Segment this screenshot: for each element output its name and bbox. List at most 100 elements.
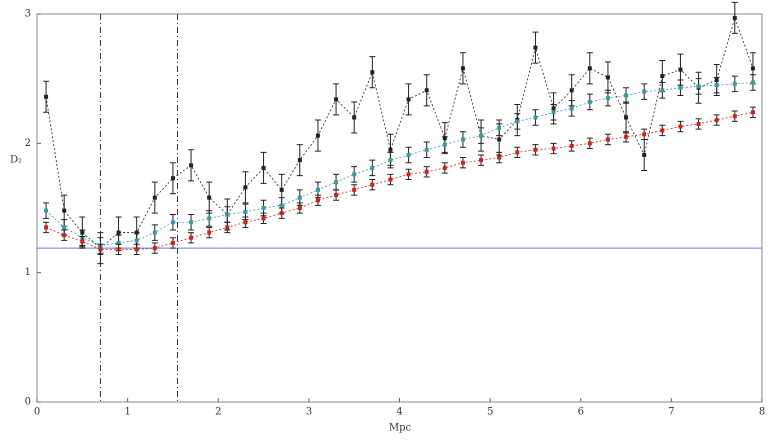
data-point	[62, 233, 67, 238]
data-point	[261, 216, 266, 221]
data-point	[207, 216, 212, 221]
data-point	[152, 246, 157, 251]
data-point	[170, 176, 175, 181]
data-point	[515, 119, 520, 124]
data-point	[116, 240, 121, 245]
data-point	[261, 165, 266, 170]
data-point	[497, 125, 502, 130]
data-point	[424, 169, 429, 174]
series-line	[45, 16, 754, 249]
data-point	[696, 84, 701, 89]
data-point	[424, 147, 429, 152]
x-tick-label: 5	[487, 407, 493, 418]
data-point	[678, 67, 683, 72]
data-point	[714, 83, 719, 88]
data-point	[297, 206, 302, 210]
data-point	[207, 230, 212, 235]
data-point	[406, 172, 411, 177]
data-point	[660, 88, 665, 93]
series-line	[45, 111, 754, 250]
data-point	[533, 45, 538, 50]
x-tick-label: 1	[124, 407, 130, 418]
data-point	[569, 88, 574, 93]
data-point	[62, 225, 67, 230]
data-point	[279, 187, 284, 192]
data-point	[750, 66, 755, 71]
data-point	[44, 208, 49, 213]
data-point	[479, 158, 484, 163]
data-point	[44, 225, 49, 230]
data-point	[460, 160, 465, 165]
data-point	[732, 114, 737, 119]
data-point	[642, 132, 647, 137]
data-point	[80, 239, 85, 244]
data-point	[424, 88, 429, 93]
data-point	[315, 133, 320, 138]
data-point	[479, 133, 484, 138]
data-point	[116, 230, 121, 235]
data-point	[497, 155, 502, 160]
y-tick-label: 3	[25, 9, 31, 20]
data-point	[678, 85, 683, 90]
data-point	[642, 152, 647, 157]
data-point	[624, 115, 629, 120]
data-point	[460, 66, 465, 71]
data-point	[170, 220, 175, 225]
x-tick-label: 0	[34, 407, 40, 418]
data-point	[442, 142, 447, 147]
data-point	[442, 165, 447, 170]
data-point	[297, 195, 302, 200]
data-point	[189, 163, 194, 168]
data-point	[696, 121, 701, 126]
data-point	[406, 97, 411, 102]
y-tick-label: 1	[25, 267, 31, 278]
data-point	[370, 70, 375, 75]
data-point	[515, 150, 520, 155]
data-point	[207, 195, 212, 200]
series-line	[45, 82, 753, 246]
data-point	[189, 220, 194, 225]
data-point	[98, 247, 103, 252]
data-point	[497, 137, 502, 142]
data-point	[551, 110, 556, 115]
data-point	[388, 158, 393, 163]
data-point	[533, 115, 538, 120]
data-point	[388, 147, 393, 152]
data-point	[352, 187, 357, 192]
data-point	[624, 93, 629, 98]
data-point	[642, 89, 647, 94]
data-point	[587, 66, 592, 71]
data-point	[225, 212, 230, 217]
data-point	[334, 193, 339, 198]
x-tick-label: 3	[306, 407, 312, 418]
data-point	[243, 209, 248, 214]
data-point	[750, 80, 755, 85]
x-tick-label: 2	[215, 407, 221, 418]
data-point	[551, 146, 556, 151]
data-point	[152, 230, 157, 235]
data-point	[587, 141, 592, 146]
data-point	[297, 158, 302, 163]
x-tick-label: 7	[668, 407, 674, 418]
data-point	[315, 198, 320, 203]
data-point	[370, 182, 375, 187]
data-point	[62, 208, 67, 213]
data-point	[352, 172, 357, 177]
data-point	[678, 124, 683, 129]
y-tick-label: 0	[25, 397, 31, 408]
data-point	[134, 247, 139, 252]
data-point	[660, 128, 665, 133]
data-point	[533, 147, 538, 152]
data-point	[750, 110, 755, 115]
x-tick-label: 6	[578, 407, 584, 418]
y-tick-label: 2	[25, 138, 31, 149]
data-point	[152, 195, 157, 200]
x-axis-label: Mpc	[389, 423, 412, 434]
y-axis-label: D₂	[10, 155, 22, 166]
data-point	[352, 115, 357, 120]
data-point	[44, 94, 49, 99]
data-point	[714, 118, 719, 123]
data-point	[605, 137, 610, 142]
data-point	[605, 96, 610, 101]
